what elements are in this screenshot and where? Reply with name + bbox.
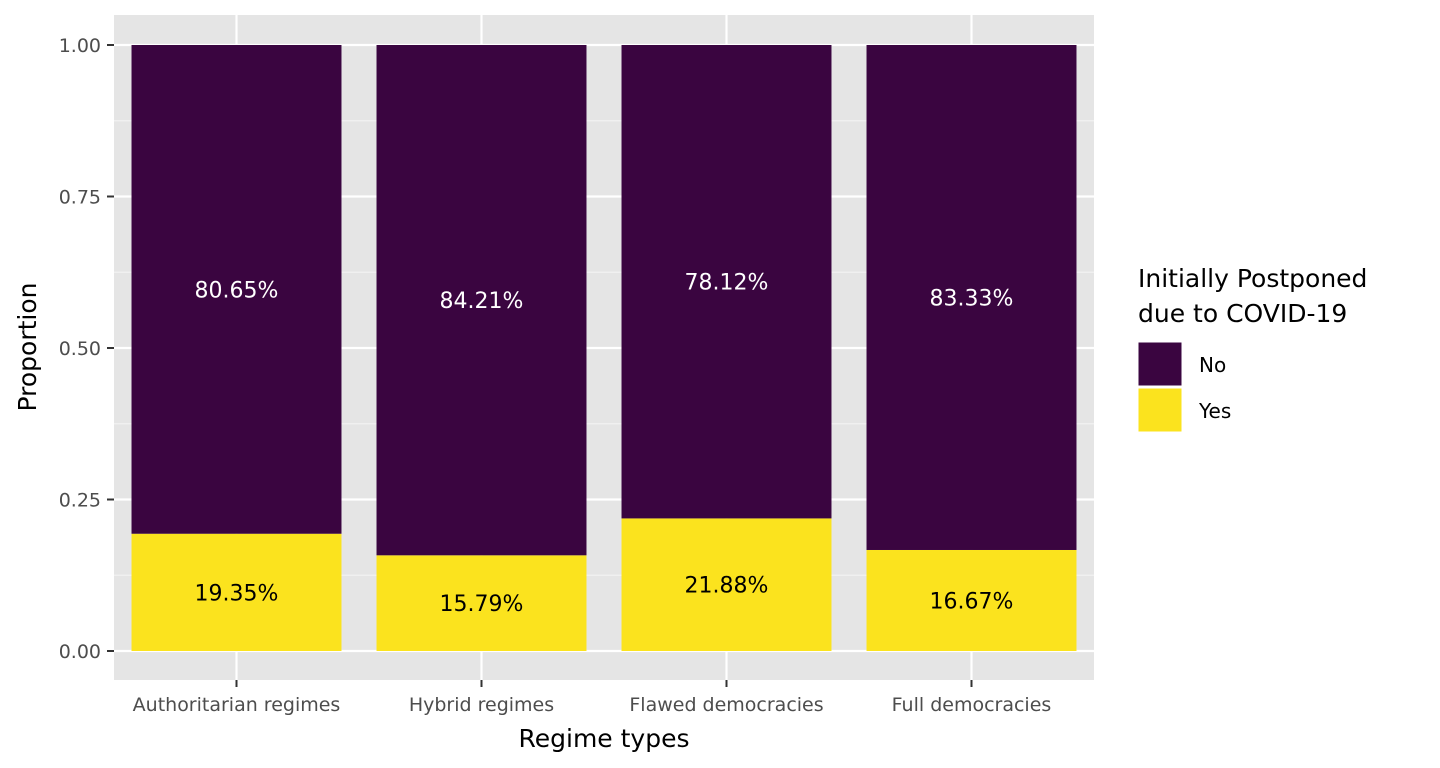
bars-group (131, 45, 1077, 651)
y-tick-label: 0.50 (59, 338, 101, 360)
legend-key-no (1137, 341, 1183, 387)
legend-title-line-1: Initially Postponed (1138, 264, 1367, 293)
y-tick-label: 0.75 (59, 187, 101, 209)
bar-label-yes-3: 16.67% (930, 589, 1014, 614)
bar-label-no-2: 78.12% (685, 271, 769, 296)
y-tick-label: 1.00 (59, 35, 101, 57)
bar-no-3 (866, 45, 1077, 550)
x-axis: Authoritarian regimes Hybrid regimes Flawe… (133, 680, 1052, 716)
x-tick-label: Authoritarian regimes (133, 694, 341, 716)
x-tick-label: Hybrid regimes (409, 694, 554, 716)
bar-label-no-1: 84.21% (440, 289, 524, 314)
legend-title-line-2: due to COVID-19 (1138, 299, 1347, 328)
bar-label-no-0: 80.65% (195, 278, 279, 303)
y-axis-title: Proportion (13, 283, 42, 412)
bar-label-yes-0: 19.35% (195, 581, 279, 606)
y-axis: 0.00 0.25 0.50 0.75 1.00 (59, 35, 114, 663)
y-tick-label: 0.00 (59, 641, 101, 663)
bar-yes-1 (376, 555, 587, 651)
bar-no-0 (131, 45, 342, 534)
bar-yes-0 (131, 533, 342, 651)
legend: Initially Postponed due to COVID-19 No Y… (1137, 264, 1367, 433)
y-tick-label: 0.25 (59, 490, 101, 512)
x-axis-title: Regime types (519, 724, 690, 753)
legend-key-yes (1137, 387, 1183, 433)
bar-label-no-3: 83.33% (930, 286, 1014, 311)
bar-no-1 (376, 45, 587, 556)
bar-yes-3 (866, 549, 1077, 651)
bar-no-2 (621, 45, 832, 519)
bar-labels-group: 19.35% 80.65% 15.79% 84.21% 21.88% 78.12% 16.6… (195, 271, 1014, 617)
legend-label-yes: Yes (1198, 399, 1231, 423)
bar-label-yes-2: 21.88% (685, 574, 769, 599)
x-tick-label: Full democracies (892, 694, 1052, 716)
bar-yes-2 (621, 518, 832, 651)
bar-label-yes-1: 15.79% (440, 592, 524, 617)
legend-label-no: No (1199, 353, 1226, 377)
x-tick-label: Flawed democracies (629, 694, 823, 716)
